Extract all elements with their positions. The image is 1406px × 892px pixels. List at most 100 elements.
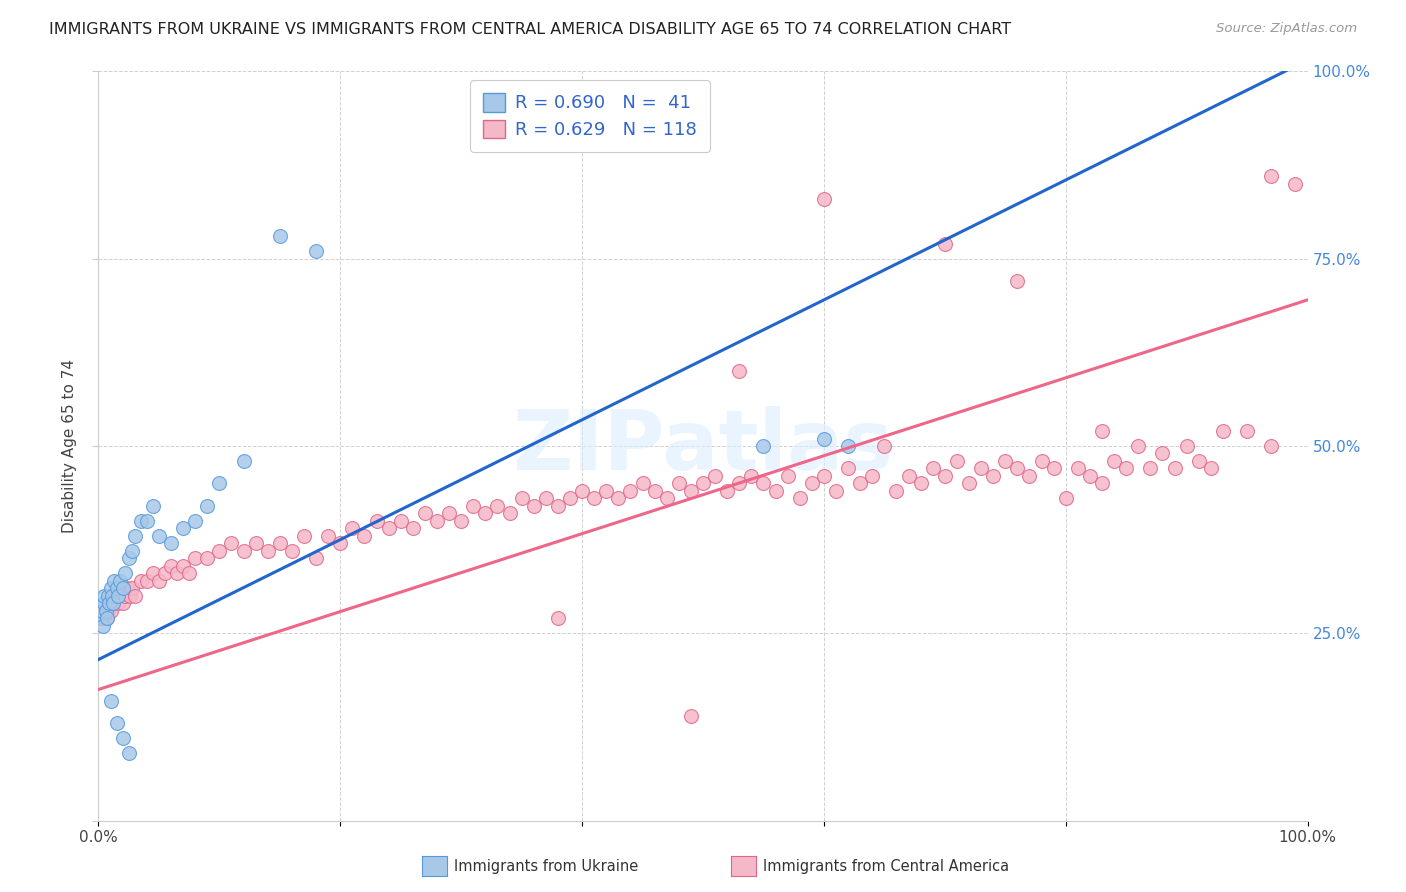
Point [153,566,176,581]
Point [281,544,304,558]
Point [1054,491,1077,506]
Point [100,589,122,603]
Point [934,236,956,251]
Point [619,483,641,498]
Point [184,551,207,566]
Point [704,469,727,483]
Point [450,514,472,528]
Point [631,476,654,491]
Point [208,476,231,491]
Point [1152,446,1174,460]
Point [305,244,328,259]
Point [1078,469,1101,483]
Point [728,364,751,378]
Point [232,454,254,468]
Point [1091,424,1114,438]
Point [166,566,188,581]
Point [800,476,823,491]
Point [269,536,291,550]
Point [402,521,425,535]
Point [1007,274,1029,288]
Point [292,529,315,543]
Point [716,483,738,498]
Point [90,611,112,625]
Point [1031,454,1053,468]
Point [426,514,449,528]
Point [108,589,131,603]
Point [94,604,117,618]
Point [221,536,243,550]
Point [208,544,231,558]
Point [91,604,114,618]
Point [121,582,143,596]
Point [1260,169,1282,184]
Point [1007,461,1029,475]
Point [93,611,115,625]
Point [105,716,128,731]
Point [1163,461,1185,475]
Point [111,582,134,596]
Point [728,476,751,491]
Text: ZIPatlas: ZIPatlas [513,406,893,486]
Point [668,476,690,491]
Point [813,432,835,446]
Point [118,551,141,566]
Point [103,574,125,588]
Point [100,694,122,708]
Point [195,499,218,513]
Point [981,469,1004,483]
Point [100,582,122,596]
Point [342,521,364,535]
Point [91,619,114,633]
Point [752,476,775,491]
Point [583,491,606,506]
Point [897,469,920,483]
Point [849,476,872,491]
Point [1067,461,1090,475]
Point [437,507,460,521]
Point [498,507,520,521]
Point [172,558,194,573]
Point [101,596,124,610]
Point [316,529,339,543]
Point [329,536,352,550]
Point [571,483,593,498]
Point [179,566,201,581]
Point [1091,476,1114,491]
Point [1018,469,1040,483]
Point [1260,439,1282,453]
Point [413,507,436,521]
Point [789,491,811,506]
Point [105,582,128,596]
Point [813,192,835,206]
Point [93,589,115,603]
Point [148,574,170,588]
Point [353,529,375,543]
Point [534,491,557,506]
Point [1175,439,1198,453]
Point [124,529,146,543]
Point [142,499,165,513]
Point [679,708,702,723]
Point [994,454,1017,468]
Point [269,229,291,244]
Point [1236,49,1258,63]
Point [1284,177,1306,191]
Point [1042,461,1064,475]
Point [1212,424,1234,438]
Point [129,514,152,528]
Point [776,469,799,483]
Point [93,596,115,610]
Text: IMMIGRANTS FROM UKRAINE VS IMMIGRANTS FROM CENTRAL AMERICA DISABILITY AGE 65 TO : IMMIGRANTS FROM UKRAINE VS IMMIGRANTS FR… [49,22,1011,37]
Point [860,469,883,483]
Point [111,596,134,610]
Point [837,439,859,453]
Point [135,514,157,528]
Point [946,454,969,468]
Point [148,529,170,543]
Point [160,558,183,573]
Point [595,483,617,498]
Point [98,596,121,610]
Point [886,483,908,498]
Point [366,514,388,528]
